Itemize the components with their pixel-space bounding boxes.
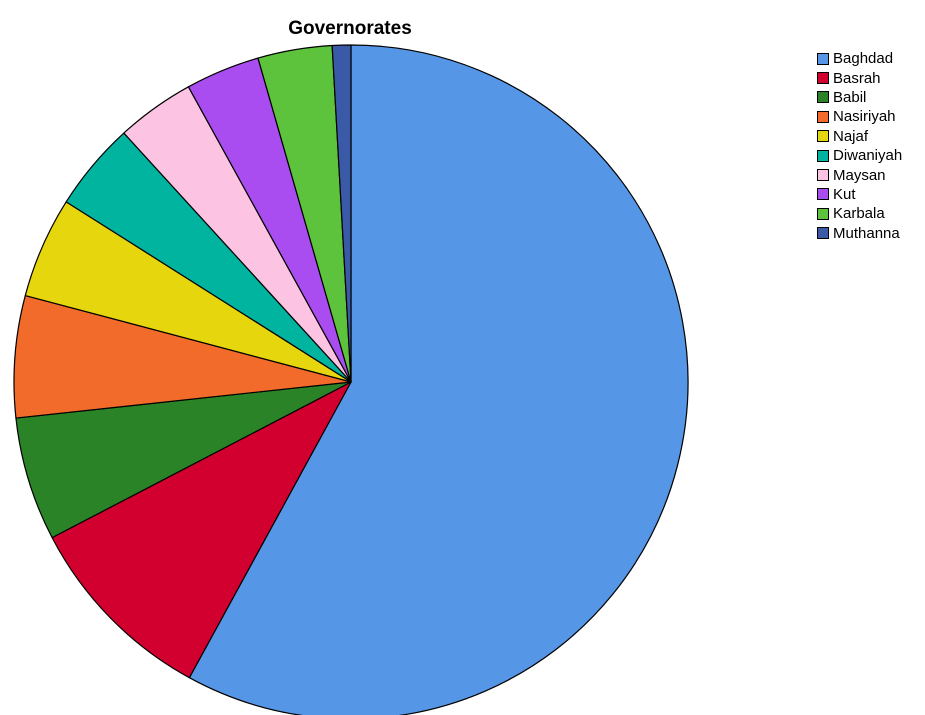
- legend-item-baghdad: Baghdad: [817, 49, 902, 68]
- legend-label: Muthanna: [833, 224, 900, 242]
- legend-label: Babil: [833, 88, 867, 106]
- legend-label: Basrah: [833, 69, 881, 87]
- legend-item-kut: Kut: [817, 185, 902, 204]
- legend-swatch: [817, 169, 829, 182]
- legend-swatch: [817, 227, 829, 240]
- legend-swatch: [817, 188, 829, 201]
- legend-label: Najaf: [833, 127, 869, 145]
- pie-slice-muthanna: [331, 44, 352, 383]
- legend-swatch: [817, 52, 829, 65]
- legend-swatch: [817, 110, 829, 123]
- legend-label: Baghdad: [833, 50, 894, 68]
- legend-swatch: [817, 149, 829, 162]
- legend-item-diwaniyah: Diwaniyah: [817, 146, 902, 165]
- pie-slices: [13, 44, 689, 715]
- legend-swatch: [817, 207, 829, 220]
- legend-item-maysan: Maysan: [817, 165, 902, 184]
- pie-slice-nasiriyah: [13, 294, 352, 419]
- legend-label: Maysan: [833, 166, 886, 184]
- chart-title: Governorates: [288, 18, 412, 39]
- pie-slice-babil: [15, 381, 352, 539]
- legend-swatch: [817, 130, 829, 143]
- chart-legend: Baghdad Basrah Babil Nasiriyah Najaf Diwaniya…: [817, 49, 902, 243]
- legend-item-karbala: Karbala: [817, 204, 902, 223]
- legend-label: Kut: [833, 185, 856, 203]
- legend-label: Karbala: [833, 205, 885, 223]
- legend-swatch: [817, 72, 829, 85]
- legend-item-muthanna: Muthanna: [817, 224, 902, 243]
- legend-swatch: [817, 91, 829, 104]
- pie-slice-basrah: [51, 381, 352, 679]
- legend-item-nasiriyah: Nasiriyah: [817, 107, 902, 126]
- legend-label: Nasiriyah: [833, 108, 896, 126]
- legend-item-najaf: Najaf: [817, 127, 902, 146]
- legend-item-babil: Babil: [817, 88, 902, 107]
- legend-label: Diwaniyah: [833, 147, 903, 165]
- legend-item-basrah: Basrah: [817, 68, 902, 87]
- pie-slice-baghdad: [188, 44, 689, 715]
